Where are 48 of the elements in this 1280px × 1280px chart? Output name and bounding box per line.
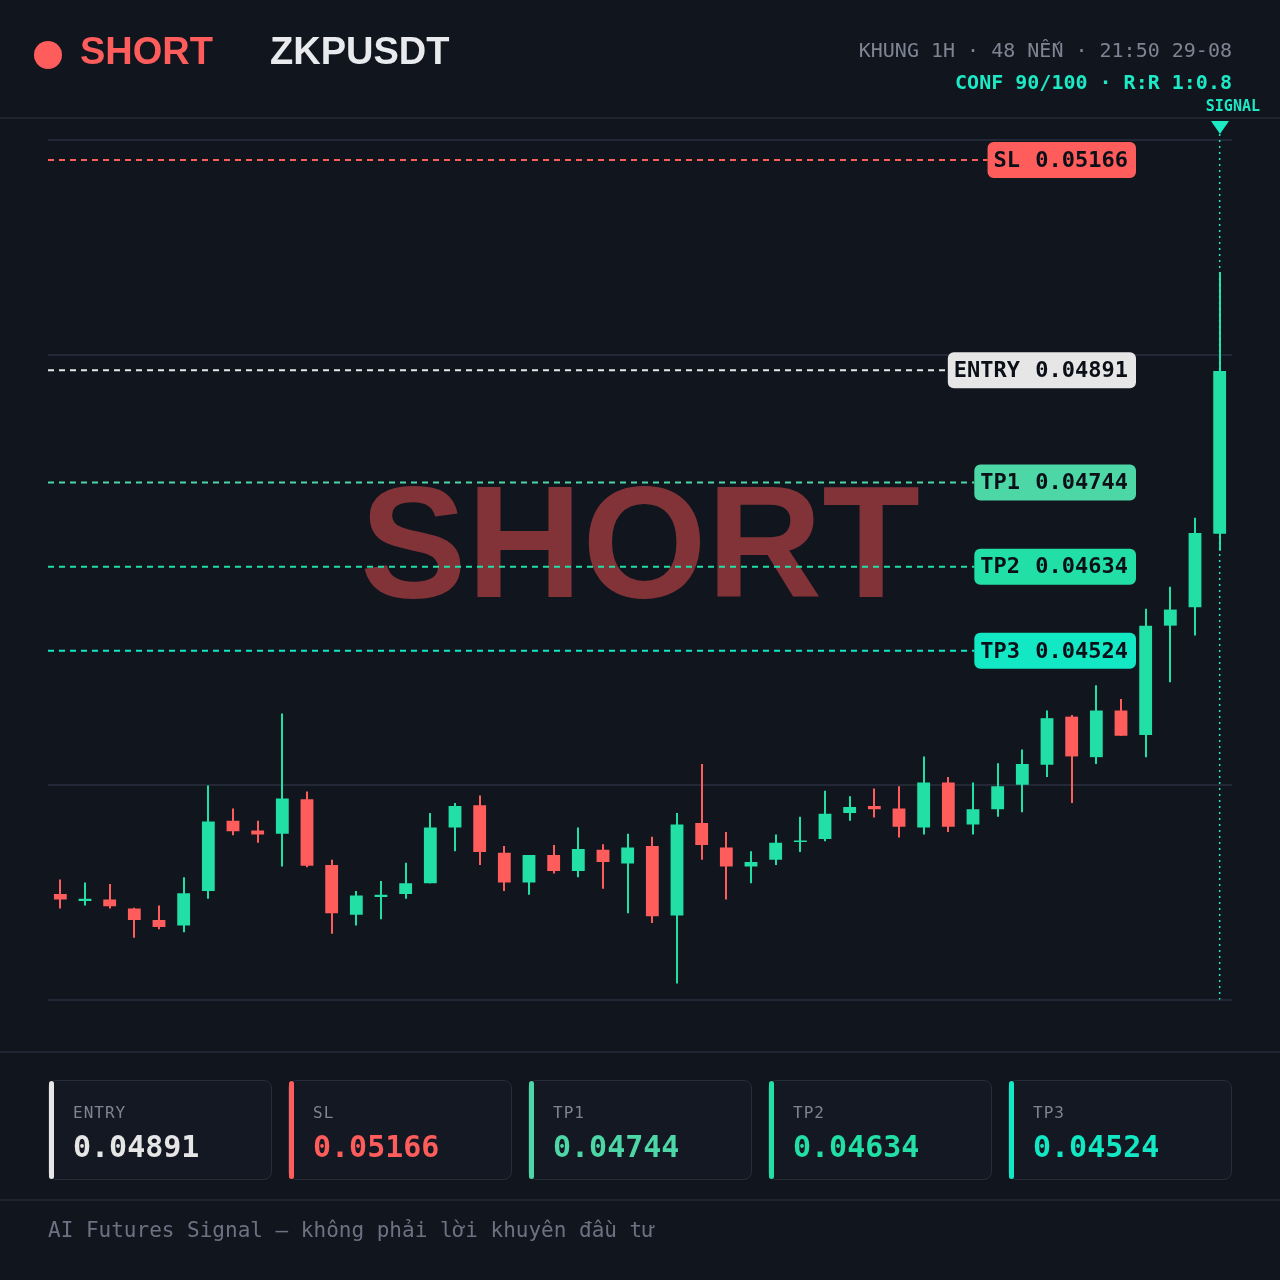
- candlestick: [596, 843, 610, 890]
- candlestick: [892, 785, 906, 839]
- y-tick-label: 0.04744: [1035, 469, 1128, 495]
- candlestick: [719, 831, 733, 901]
- text: 0.05166: [313, 1129, 440, 1164]
- candlestick: [571, 826, 585, 879]
- text: 0.04891: [73, 1129, 200, 1164]
- candlestick: [1163, 585, 1177, 684]
- candlestick: [966, 781, 980, 836]
- candlestick: [769, 833, 783, 866]
- candlestick: [53, 878, 67, 910]
- ref-line-label: TP2: [980, 553, 1021, 579]
- candlestick: [991, 762, 1005, 818]
- text: SL: [313, 1103, 335, 1122]
- chart-title: ZKPUSDT: [270, 30, 450, 73]
- ref-line-label: SL: [993, 146, 1021, 172]
- text: KHUNG 1H · 48 NẾN · 21:50 29-08: [858, 38, 1232, 62]
- text: TP1: [553, 1103, 585, 1122]
- candlestick: [399, 861, 413, 900]
- candlestick: [349, 890, 363, 927]
- text: 0.04744: [553, 1129, 680, 1164]
- ref-line-label: TP1: [980, 469, 1021, 495]
- text: 0.04634: [793, 1129, 920, 1164]
- chart-subtitle: SHORT: [80, 30, 213, 73]
- y-tick-label: 0.05166: [1035, 146, 1128, 172]
- y-tick-label: 0.04634: [1035, 553, 1128, 579]
- candlestick: [127, 906, 141, 939]
- candlestick: [695, 763, 709, 861]
- ref-line-label: TP3: [980, 637, 1021, 663]
- text: TP3: [1033, 1103, 1065, 1122]
- ref-line-label: ENTRY: [953, 356, 1021, 382]
- candlestick: [448, 802, 462, 853]
- candlestick: [621, 832, 635, 915]
- text: TP2: [793, 1103, 825, 1122]
- text: SIGNAL: [1205, 97, 1260, 115]
- text: AI Futures Signal — không phải lời khuyên đầu tư: [48, 1218, 655, 1242]
- text: CONF 90/100 · R:R 1:0.8: [955, 70, 1232, 94]
- y-tick-label: 0.04524: [1035, 637, 1128, 663]
- candlestick: [843, 795, 857, 822]
- candlestick: [103, 883, 117, 910]
- candlestick: [867, 787, 881, 819]
- candlestick: [744, 850, 758, 885]
- text: ENTRY: [73, 1103, 127, 1122]
- annotation: SHORT: [360, 451, 920, 631]
- candlestick: [547, 844, 561, 875]
- candlestick: [1015, 748, 1029, 814]
- candlestick: [152, 904, 166, 931]
- y-tick-label: 0.04891: [1035, 356, 1128, 382]
